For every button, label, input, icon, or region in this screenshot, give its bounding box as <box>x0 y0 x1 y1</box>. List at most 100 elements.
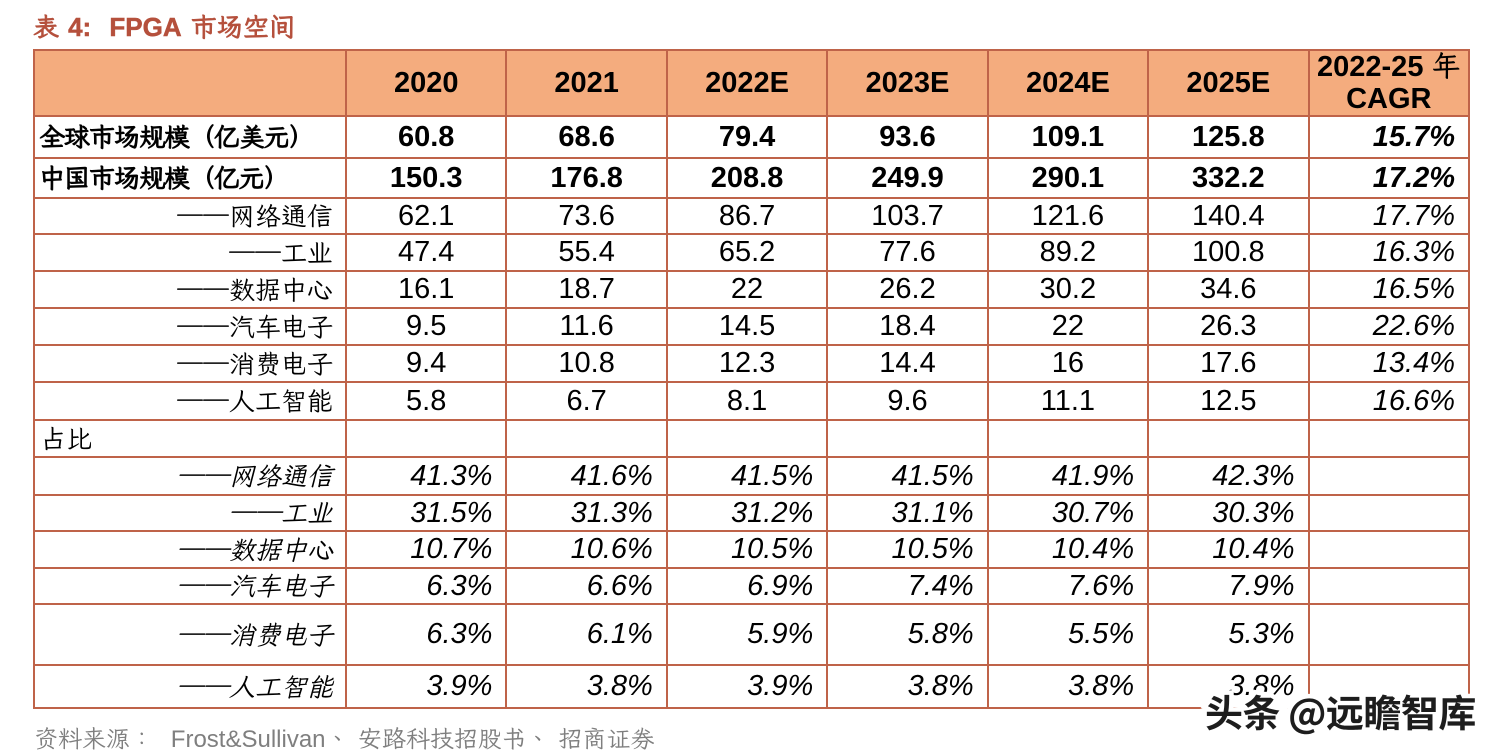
table-cell: 11.1 <box>986 381 1150 421</box>
table-cell: 5.5% <box>986 603 1150 666</box>
table-cell: 9.5 <box>344 307 508 346</box>
table-cell: 55.4 <box>505 233 668 272</box>
row-label: ——人工智能 <box>33 664 347 709</box>
table-cell: 14.4 <box>826 344 989 383</box>
table-cell: 249.9 <box>826 157 989 199</box>
table-cell: 10.4% <box>1147 530 1310 569</box>
table-cell: 176.8 <box>505 157 668 199</box>
table-cell: 41.9% <box>986 456 1150 496</box>
cagr-cell: 16.3% <box>1307 233 1471 272</box>
table-cell: 100.8 <box>1147 233 1310 272</box>
table-cell: 10.8 <box>505 344 668 383</box>
table-cell: 31.5% <box>344 494 508 532</box>
table-cell: 125.8 <box>1147 115 1310 159</box>
source-note: 资料来源： Frost&Sullivan、 安路科技招股书、 招商证券 <box>34 722 655 754</box>
table-row: 中国市场规模（亿元） 150.3 176.8 208.8 249.9 290.1… <box>33 157 1471 199</box>
table-cell: 5.3% <box>1147 603 1310 666</box>
table-cell: 6.9% <box>665 567 829 605</box>
column-header: 2022E <box>665 49 829 117</box>
table-row: ——人工智能 5.8 6.7 8.1 9.6 11.1 12.5 16.6% <box>33 381 1471 421</box>
table-cell <box>665 419 829 458</box>
cagr-cell: 22.6% <box>1307 307 1471 346</box>
table-cell: 79.4 <box>665 115 829 159</box>
column-header: 2020 <box>344 49 508 117</box>
table-cell: 30.7% <box>986 494 1150 532</box>
column-header: 2022-25 年 CAGR <box>1307 49 1471 117</box>
table-cell: 14.5 <box>665 307 829 346</box>
table-row: ——网络通信 62.1 73.6 86.7 103.7 121.6 140.4 … <box>33 197 1471 235</box>
row-label: 全球市场规模（亿美元） <box>33 115 347 159</box>
table-cell: 16 <box>986 344 1150 383</box>
table-cell: 10.6% <box>505 530 668 569</box>
table-cell: 5.8% <box>826 603 989 666</box>
table-row: ——数据中心 10.7% 10.6% 10.5% 10.5% 10.4% 10.… <box>33 530 1471 569</box>
table-cell: 6.7 <box>505 381 668 421</box>
table-row: ——人工智能 3.9% 3.8% 3.9% 3.8% 3.8% 3.8% <box>33 664 1471 709</box>
cagr-cell <box>1307 419 1471 458</box>
cagr-cell <box>1307 664 1471 709</box>
cagr-cell <box>1307 567 1471 605</box>
table-cell <box>505 419 668 458</box>
table-cell: 41.6% <box>505 456 668 496</box>
table-cell: 290.1 <box>986 157 1150 199</box>
cagr-cell <box>1307 494 1471 532</box>
table-cell: 31.1% <box>826 494 989 532</box>
table-cell: 89.2 <box>986 233 1150 272</box>
table-cell: 103.7 <box>826 197 989 235</box>
table-cell: 9.6 <box>826 381 989 421</box>
row-label: ——网络通信 <box>33 456 347 496</box>
table-cell: 3.8% <box>826 664 989 709</box>
table-cell: 3.9% <box>344 664 508 709</box>
row-label: ——网络通信 <box>33 197 347 235</box>
column-header: 2023E <box>826 49 989 117</box>
table-cell: 17.6 <box>1147 344 1310 383</box>
table-row: ——工业 47.4 55.4 65.2 77.6 89.2 100.8 16.3… <box>33 233 1471 272</box>
row-label: ——汽车电子 <box>33 307 347 346</box>
table-cell: 47.4 <box>344 233 508 272</box>
row-label: ——数据中心 <box>33 270 347 309</box>
table-cell: 10.7% <box>344 530 508 569</box>
table-cell: 10.4% <box>986 530 1150 569</box>
table-cell: 18.7 <box>505 270 668 309</box>
table-cell: 42.3% <box>1147 456 1310 496</box>
cagr-cell: 15.7% <box>1307 115 1471 159</box>
row-label: ——汽车电子 <box>33 567 347 605</box>
table-cell: 10.5% <box>826 530 989 569</box>
table-cell: 9.4 <box>344 344 508 383</box>
table-cell: 30.3% <box>1147 494 1310 532</box>
table-cell: 10.5% <box>665 530 829 569</box>
table-cell: 77.6 <box>826 233 989 272</box>
table-cell: 12.5 <box>1147 381 1310 421</box>
cagr-cell <box>1307 530 1471 569</box>
column-header-blank <box>33 49 347 117</box>
table-cell: 93.6 <box>826 115 989 159</box>
table-row: ——网络通信 41.3% 41.6% 41.5% 41.5% 41.9% 42.… <box>33 456 1471 496</box>
fpga-market-table: 2020 2021 2022E 2023E 2024E 2025E 2022-2… <box>33 49 1471 709</box>
table-cell: 3.8% <box>1147 664 1310 709</box>
table-cell: 7.4% <box>826 567 989 605</box>
table-cell: 3.8% <box>505 664 668 709</box>
table-cell <box>344 419 508 458</box>
watermark: 头条 @远瞻智库 头条 @远瞻智库 <box>1201 683 1481 738</box>
table-cell: 7.6% <box>986 567 1150 605</box>
table-cell: 41.5% <box>826 456 989 496</box>
cagr-cell: 13.4% <box>1307 344 1471 383</box>
table-row: ——消费电子 6.3% 6.1% 5.9% 5.8% 5.5% 5.3% <box>33 603 1471 666</box>
table-cell: 86.7 <box>665 197 829 235</box>
table-cell: 208.8 <box>665 157 829 199</box>
table-row: ——数据中心 16.1 18.7 22 26.2 30.2 34.6 16.5% <box>33 270 1471 309</box>
table-cell: 16.1 <box>344 270 508 309</box>
header-row: 2020 2021 2022E 2023E 2024E 2025E 2022-2… <box>33 49 1471 117</box>
table-cell: 73.6 <box>505 197 668 235</box>
table-cell: 8.1 <box>665 381 829 421</box>
watermark-outline: 头条 @远瞻智库 <box>1201 683 1481 738</box>
table-cell: 3.9% <box>665 664 829 709</box>
table-cell: 11.6 <box>505 307 668 346</box>
row-label: ——人工智能 <box>33 381 347 421</box>
table-cell: 41.3% <box>344 456 508 496</box>
table-cell: 65.2 <box>665 233 829 272</box>
table-cell: 26.3 <box>1147 307 1310 346</box>
table-cell <box>826 419 989 458</box>
table-cell: 121.6 <box>986 197 1150 235</box>
